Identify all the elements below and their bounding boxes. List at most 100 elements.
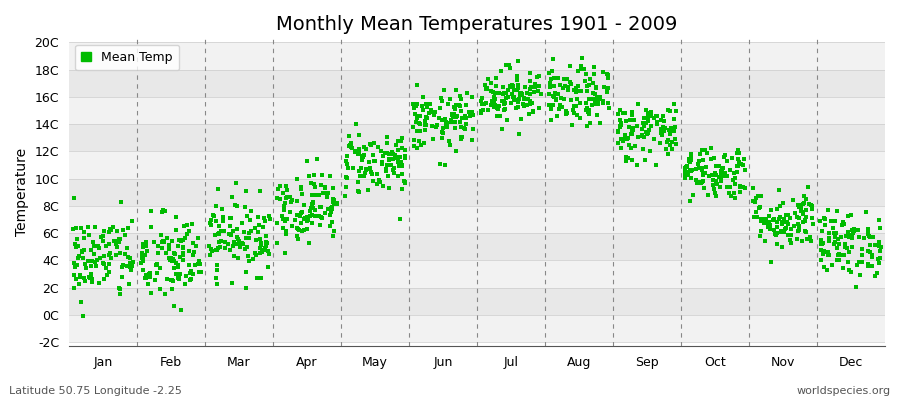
- Point: [138, 252, 152, 258]
- Point: [567, 86, 581, 93]
- Point: [864, 263, 878, 270]
- Point: [501, 62, 516, 68]
- Point: [499, 95, 513, 102]
- Point: [314, 214, 328, 220]
- Point: [339, 173, 354, 180]
- Point: [861, 263, 876, 269]
- Point: [514, 116, 528, 122]
- Point: [832, 241, 847, 247]
- Bar: [69, 288, 885, 315]
- Point: [512, 92, 526, 98]
- Point: [154, 232, 168, 238]
- Point: [770, 241, 784, 248]
- Point: [283, 194, 297, 200]
- Point: [717, 153, 732, 160]
- Point: [256, 215, 271, 221]
- Point: [506, 82, 520, 89]
- Point: [749, 208, 763, 215]
- Point: [447, 111, 462, 117]
- Bar: [69, 42, 885, 70]
- Point: [238, 229, 252, 235]
- Point: [792, 223, 806, 229]
- Point: [708, 172, 723, 178]
- Point: [225, 227, 239, 234]
- Point: [288, 216, 302, 223]
- Point: [738, 185, 752, 191]
- Point: [291, 225, 305, 231]
- Point: [395, 171, 410, 177]
- Point: [639, 128, 653, 135]
- Point: [310, 156, 324, 162]
- Point: [579, 71, 593, 78]
- Point: [592, 96, 607, 103]
- Point: [689, 177, 704, 183]
- Point: [725, 177, 740, 184]
- Point: [637, 115, 652, 122]
- Point: [363, 166, 377, 172]
- Point: [860, 231, 875, 237]
- Point: [794, 208, 808, 214]
- Point: [805, 201, 819, 208]
- Point: [799, 207, 814, 213]
- Point: [865, 254, 879, 260]
- Point: [446, 104, 461, 110]
- Point: [480, 85, 494, 91]
- Point: [212, 239, 226, 245]
- Point: [410, 82, 425, 89]
- Point: [861, 232, 876, 239]
- Point: [510, 77, 525, 83]
- Point: [553, 102, 567, 108]
- Point: [92, 245, 106, 251]
- Point: [650, 120, 664, 127]
- Point: [761, 223, 776, 230]
- Point: [753, 233, 768, 239]
- Point: [91, 243, 105, 249]
- Point: [823, 252, 837, 258]
- Point: [792, 215, 806, 221]
- Point: [384, 150, 399, 157]
- Point: [342, 143, 356, 149]
- Point: [860, 261, 875, 268]
- Point: [74, 298, 88, 305]
- Point: [534, 91, 548, 97]
- Point: [627, 142, 642, 149]
- Point: [136, 258, 150, 264]
- Point: [656, 113, 670, 120]
- Point: [135, 244, 149, 250]
- Point: [395, 186, 410, 192]
- Point: [842, 233, 856, 240]
- Point: [84, 247, 98, 254]
- Point: [779, 219, 794, 226]
- Point: [818, 221, 832, 228]
- Point: [248, 249, 263, 256]
- Point: [165, 238, 179, 244]
- Point: [488, 101, 502, 108]
- Point: [238, 204, 252, 210]
- Point: [398, 152, 412, 159]
- Point: [668, 124, 682, 130]
- Point: [239, 285, 254, 291]
- Point: [641, 118, 655, 124]
- Point: [278, 218, 293, 224]
- Point: [658, 125, 672, 131]
- Point: [297, 216, 311, 222]
- Point: [212, 222, 227, 229]
- Point: [802, 200, 816, 207]
- Point: [173, 254, 187, 260]
- Point: [227, 253, 241, 259]
- Point: [162, 246, 176, 252]
- Point: [612, 124, 626, 130]
- Point: [746, 213, 760, 220]
- Point: [118, 232, 132, 238]
- Point: [790, 220, 805, 227]
- Point: [818, 216, 832, 222]
- Point: [726, 190, 741, 197]
- Point: [667, 116, 681, 122]
- Point: [123, 264, 138, 270]
- Point: [485, 98, 500, 105]
- Point: [750, 214, 764, 220]
- Point: [492, 103, 507, 110]
- Point: [630, 101, 644, 107]
- Point: [494, 68, 508, 74]
- Point: [625, 126, 639, 132]
